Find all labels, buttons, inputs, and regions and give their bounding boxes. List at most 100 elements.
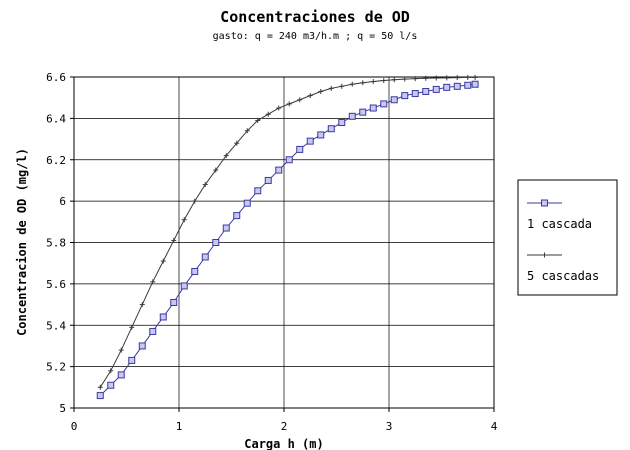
data-point	[129, 324, 135, 330]
data-point	[180, 282, 188, 290]
data-point	[444, 75, 450, 81]
data-point	[465, 74, 471, 80]
y-axis-label: Concentracion de OD (mg/l)	[15, 148, 29, 336]
data-point	[244, 128, 250, 134]
data-point	[159, 313, 167, 321]
data-point	[402, 76, 408, 82]
data-point	[307, 93, 313, 99]
y-tick-label: 5.4	[46, 319, 66, 332]
data-point	[349, 81, 355, 87]
data-point	[285, 156, 293, 164]
data-point	[201, 253, 209, 261]
data-point	[433, 75, 439, 81]
y-tick-label: 5.8	[46, 237, 66, 250]
data-point	[276, 105, 282, 111]
grid	[73, 76, 495, 409]
data-point	[317, 131, 325, 139]
data-point	[170, 298, 178, 306]
data-point	[171, 237, 177, 243]
data-point	[464, 81, 472, 89]
data-point	[212, 239, 220, 246]
data-point	[423, 75, 429, 81]
x-axis-label: Carga h (m)	[244, 437, 323, 450]
data-point	[411, 90, 419, 98]
data-point	[139, 302, 145, 308]
chart-subtitle: gasto: q = 240 m3/h.m ; q = 50 l/s	[213, 31, 418, 42]
data-point	[97, 384, 103, 390]
x-tick-label: 0	[71, 420, 78, 433]
data-point	[128, 356, 136, 364]
y-tick-label: 5.2	[46, 361, 66, 374]
data-point	[233, 212, 241, 220]
data-point	[96, 392, 104, 400]
data-point	[286, 101, 292, 107]
x-tick-label: 3	[386, 420, 393, 433]
data-point	[443, 83, 451, 91]
data-point	[422, 87, 430, 95]
data-point	[297, 97, 303, 103]
y-tick-label: 5.6	[46, 278, 66, 291]
data-point	[254, 187, 262, 195]
data-point	[380, 100, 388, 108]
y-tick-label: 6.6	[46, 71, 66, 84]
data-point	[243, 199, 251, 207]
data-point	[118, 347, 124, 353]
series-line	[99, 83, 476, 396]
data-point	[265, 111, 271, 117]
x-tick-label: 1	[176, 420, 183, 433]
data-point	[191, 267, 199, 275]
x-tick-label: 4	[491, 420, 498, 433]
y-axis-ticks: 5 5.2 5.4 5.6 5.8 6 6.2 6.4 6.6	[46, 71, 74, 415]
data-point	[108, 368, 114, 374]
data-point	[370, 79, 376, 85]
data-point	[412, 76, 418, 82]
x-tick-label: 2	[281, 420, 288, 433]
data-point	[296, 145, 304, 153]
legend-label: 5 cascadas	[527, 269, 599, 283]
data-point	[192, 198, 198, 204]
data-point	[472, 74, 478, 80]
chart-title: Concentraciones de OD	[220, 8, 410, 26]
data-point	[432, 85, 440, 93]
data-point	[338, 119, 346, 127]
data-point	[471, 80, 479, 88]
series-1-cascada	[96, 80, 479, 400]
series-5-cascadas	[97, 74, 478, 390]
y-tick-label: 6.4	[46, 112, 66, 125]
data-point	[213, 167, 219, 173]
data-point	[391, 77, 397, 83]
data-point	[339, 83, 345, 89]
legend-item: 1 cascada	[527, 199, 592, 231]
data-point	[454, 75, 460, 81]
data-point	[542, 252, 547, 258]
data-point	[117, 371, 125, 379]
data-point	[222, 224, 230, 232]
data-point	[327, 125, 335, 133]
data-point	[223, 153, 229, 159]
data-point	[318, 88, 324, 94]
data-point	[107, 381, 115, 389]
data-point	[306, 137, 314, 145]
series-line	[99, 76, 476, 388]
data-point	[541, 199, 548, 207]
data-point	[390, 96, 398, 104]
data-point	[255, 117, 261, 123]
y-tick-label: 5	[59, 402, 66, 415]
data-point	[202, 182, 208, 188]
legend: 1 cascada 5 cascadas	[517, 179, 618, 296]
data-point	[234, 140, 240, 146]
data-point	[160, 258, 166, 264]
y-tick-label: 6	[59, 195, 66, 208]
data-point	[360, 80, 366, 86]
legend-item: 5 cascadas	[527, 252, 599, 283]
data-point	[369, 104, 377, 112]
series-layer	[96, 74, 479, 400]
data-point	[275, 166, 283, 174]
data-point	[348, 112, 356, 120]
data-point	[264, 176, 272, 184]
data-point	[359, 108, 367, 116]
data-point	[328, 85, 334, 91]
data-point	[381, 78, 387, 84]
data-point	[453, 82, 461, 90]
